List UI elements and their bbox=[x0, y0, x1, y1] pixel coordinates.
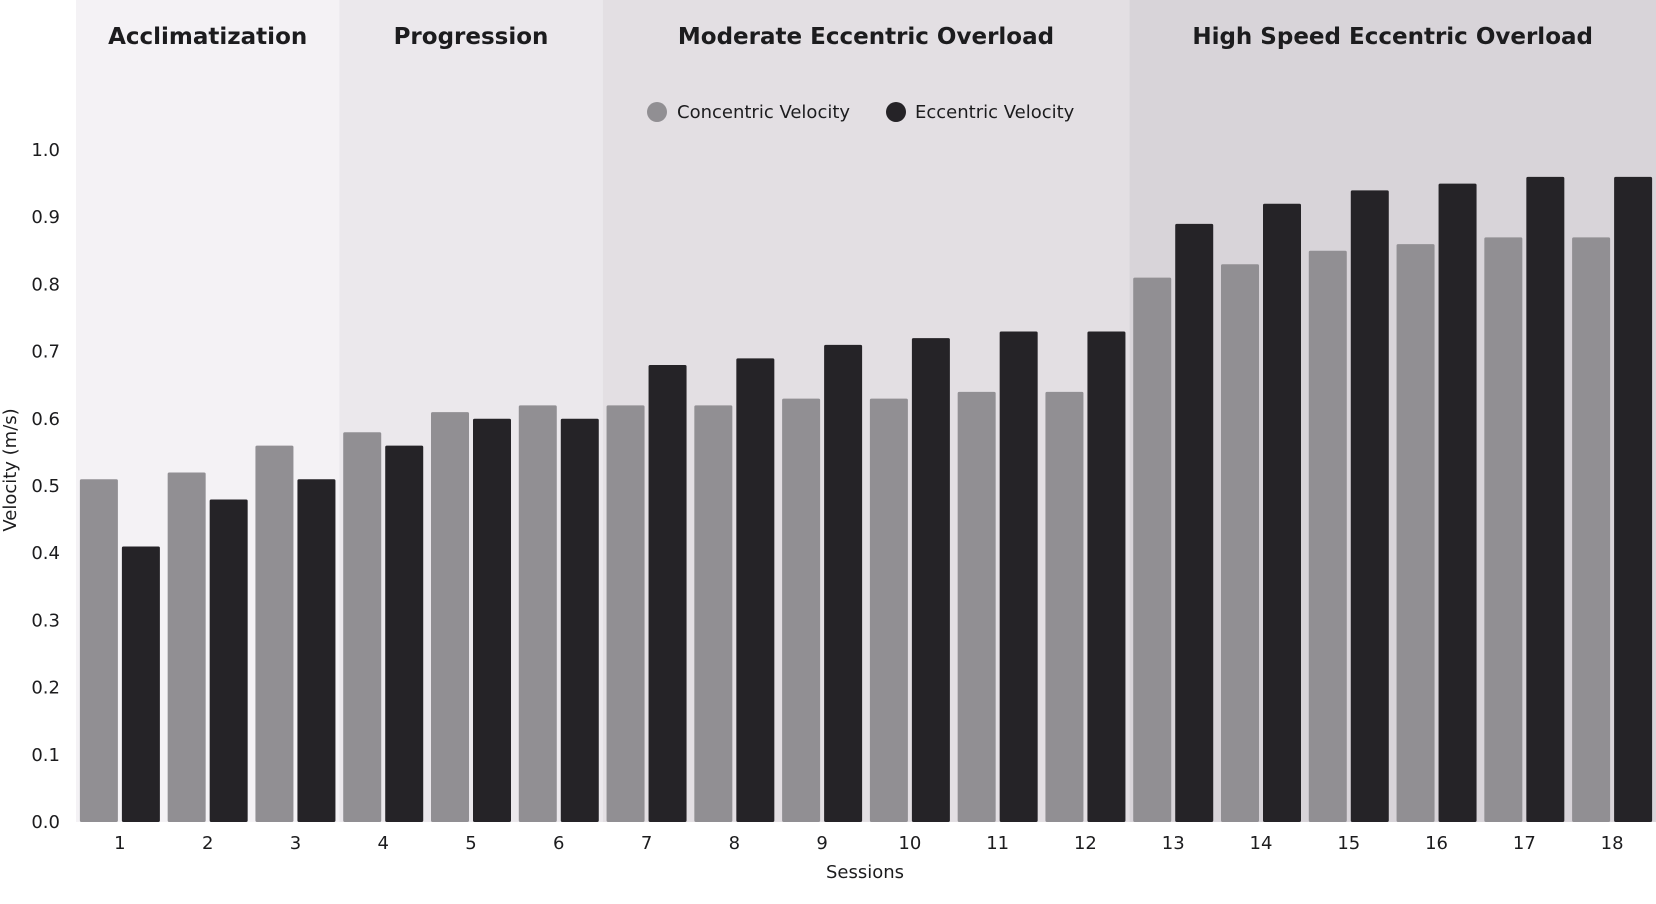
legend-swatch bbox=[647, 102, 667, 122]
concentric-bar bbox=[343, 432, 382, 822]
eccentric-bar bbox=[648, 365, 687, 822]
x-tick-label: 12 bbox=[1074, 833, 1097, 854]
phase-title: Moderate Eccentric Overload bbox=[678, 24, 1054, 50]
eccentric-bar bbox=[1350, 190, 1389, 822]
x-tick-label: 3 bbox=[290, 833, 301, 854]
concentric-bar bbox=[606, 405, 645, 822]
eccentric-bar bbox=[999, 331, 1038, 822]
legend-swatch bbox=[886, 102, 906, 122]
y-tick-label: 0.0 bbox=[31, 812, 60, 833]
concentric-bar bbox=[431, 412, 469, 822]
x-tick-label: 11 bbox=[986, 833, 1009, 854]
eccentric-bar bbox=[209, 499, 248, 822]
y-tick-label: 0.8 bbox=[31, 274, 60, 295]
y-tick-label: 0.4 bbox=[31, 543, 60, 564]
x-tick-label: 17 bbox=[1513, 833, 1536, 854]
eccentric-bar bbox=[1614, 176, 1653, 822]
concentric-bar bbox=[1484, 237, 1523, 823]
phase-band bbox=[339, 0, 603, 822]
y-tick-label: 0.9 bbox=[31, 207, 60, 228]
concentric-bar bbox=[255, 445, 294, 822]
x-tick-label: 10 bbox=[898, 833, 921, 854]
legend-label: Eccentric Velocity bbox=[915, 102, 1075, 123]
eccentric-bar bbox=[560, 418, 599, 822]
concentric-bar bbox=[694, 405, 733, 822]
eccentric-bar bbox=[1175, 223, 1214, 823]
y-axis-title: Velocity (m/s) bbox=[0, 408, 21, 531]
concentric-bar bbox=[1396, 244, 1435, 822]
phase-title: High Speed Eccentric Overload bbox=[1192, 24, 1593, 50]
x-tick-label: 14 bbox=[1250, 833, 1273, 854]
eccentric-bar bbox=[1438, 183, 1477, 823]
legend-label: Concentric Velocity bbox=[677, 102, 850, 123]
eccentric-bar bbox=[297, 479, 336, 822]
eccentric-bar bbox=[473, 418, 511, 822]
y-tick-label: 1.0 bbox=[31, 140, 60, 161]
y-tick-label: 0.6 bbox=[31, 409, 60, 430]
concentric-bar bbox=[1133, 277, 1172, 822]
concentric-bar bbox=[167, 472, 206, 822]
x-tick-label: 8 bbox=[729, 833, 740, 854]
concentric-bar bbox=[79, 479, 118, 822]
x-tick-label: 4 bbox=[377, 833, 388, 854]
y-tick-label: 0.3 bbox=[31, 610, 60, 631]
eccentric-bar bbox=[1263, 203, 1301, 822]
phase-band bbox=[1129, 0, 1656, 822]
concentric-bar bbox=[782, 398, 821, 822]
eccentric-bar bbox=[736, 358, 775, 822]
x-tick-label: 13 bbox=[1162, 833, 1185, 854]
phase-title: Acclimatization bbox=[108, 24, 307, 50]
concentric-bar bbox=[1572, 237, 1611, 823]
x-axis-title: Sessions bbox=[826, 862, 904, 883]
eccentric-bar bbox=[1087, 331, 1126, 822]
eccentric-bar bbox=[911, 338, 950, 822]
concentric-bar bbox=[869, 398, 908, 822]
phase-title: Progression bbox=[394, 24, 549, 50]
x-tick-label: 15 bbox=[1337, 833, 1360, 854]
y-tick-label: 0.1 bbox=[31, 745, 60, 766]
eccentric-bar bbox=[1526, 176, 1565, 822]
eccentric-bar bbox=[121, 546, 160, 822]
concentric-bar bbox=[1045, 391, 1084, 822]
concentric-bar bbox=[957, 391, 996, 822]
phase-band bbox=[602, 0, 1130, 822]
x-tick-label: 6 bbox=[553, 833, 564, 854]
concentric-bar bbox=[518, 405, 557, 822]
x-tick-label: 9 bbox=[816, 833, 827, 854]
x-tick-label: 18 bbox=[1601, 833, 1624, 854]
x-tick-label: 16 bbox=[1425, 833, 1448, 854]
x-tick-label: 7 bbox=[641, 833, 652, 854]
x-tick-label: 2 bbox=[202, 833, 213, 854]
eccentric-bar bbox=[824, 344, 863, 822]
phase-band bbox=[76, 0, 340, 822]
legend: Concentric Velocity Eccentric Velocity bbox=[647, 102, 1075, 123]
x-tick-label: 1 bbox=[114, 833, 125, 854]
eccentric-bar bbox=[385, 445, 424, 822]
concentric-bar bbox=[1221, 264, 1259, 822]
y-tick-label: 0.2 bbox=[31, 678, 60, 699]
x-tick-label: 5 bbox=[465, 833, 476, 854]
y-tick-label: 0.7 bbox=[31, 342, 60, 363]
concentric-bar bbox=[1308, 250, 1347, 823]
y-tick-label: 0.5 bbox=[31, 476, 60, 497]
